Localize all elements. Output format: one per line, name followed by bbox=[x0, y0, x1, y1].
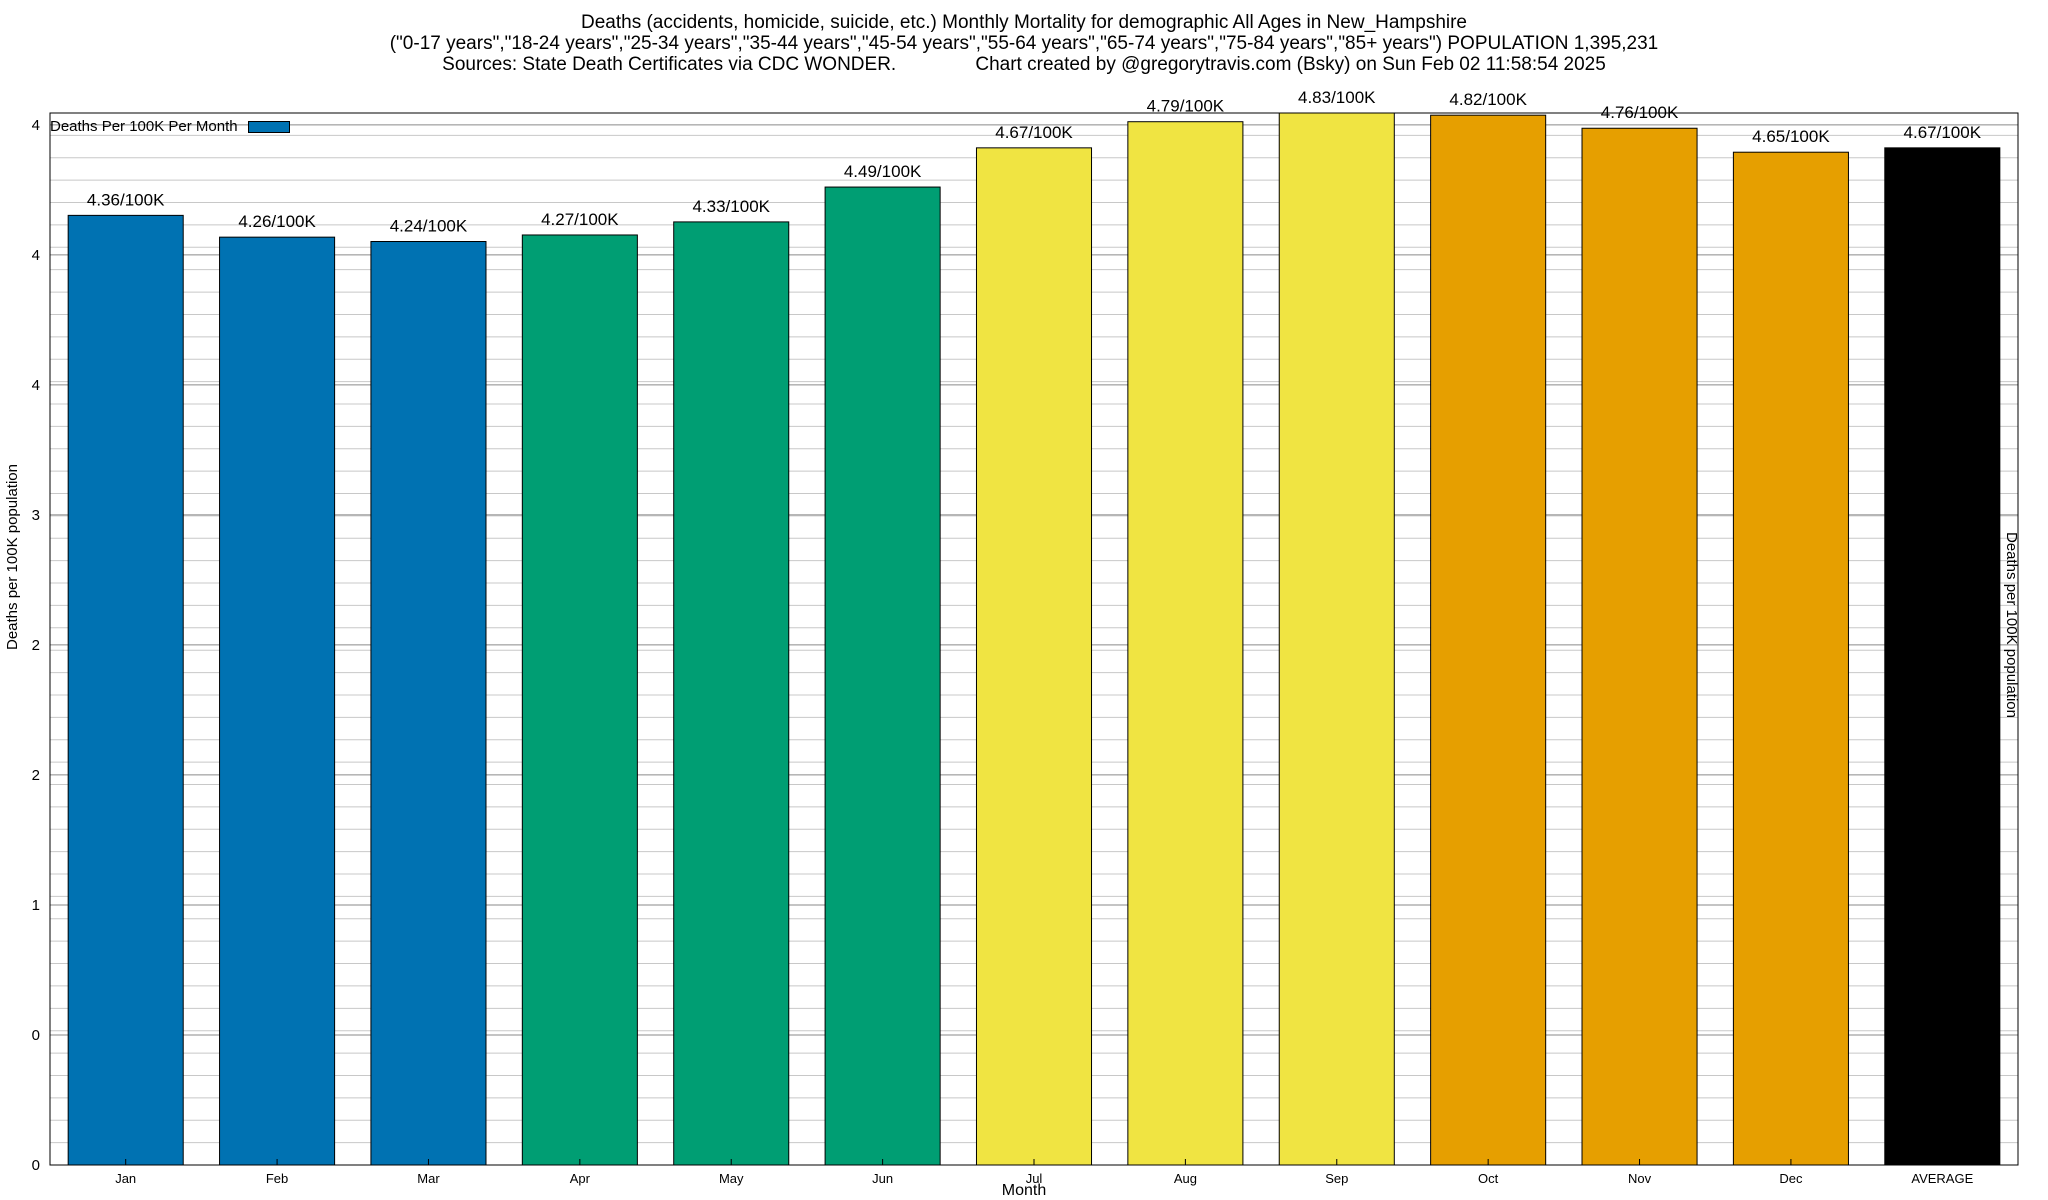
x-tick-label: Jan bbox=[115, 1171, 136, 1186]
data-label: 4.36/100K bbox=[87, 190, 165, 209]
bar-mar bbox=[370, 241, 487, 1166]
data-label: 4.82/100K bbox=[1449, 90, 1527, 109]
y-tick-label: 2 bbox=[32, 767, 40, 784]
x-tick-label: Jul bbox=[1026, 1171, 1043, 1186]
x-tick-label: Oct bbox=[1478, 1171, 1499, 1186]
bar-apr bbox=[521, 234, 638, 1166]
bar-oct bbox=[1430, 114, 1547, 1166]
x-tick-label: Sep bbox=[1325, 1171, 1348, 1186]
bar-may bbox=[673, 221, 790, 1166]
x-tick-label: May bbox=[719, 1171, 744, 1186]
data-label: 4.79/100K bbox=[1147, 97, 1225, 116]
bar-jun bbox=[824, 186, 941, 1166]
bar-dec bbox=[1732, 151, 1849, 1166]
bar-average bbox=[1884, 147, 2001, 1166]
data-label: 4.49/100K bbox=[844, 162, 922, 181]
bar-aug bbox=[1127, 121, 1244, 1166]
chart-title-block: Deaths (accidents, homicide, suicide, et… bbox=[0, 12, 2048, 75]
x-tick-label: Dec bbox=[1779, 1171, 1803, 1186]
data-label: 4.24/100K bbox=[390, 217, 468, 236]
legend-swatch bbox=[247, 120, 290, 133]
data-label: 4.67/100K bbox=[1904, 123, 1982, 142]
data-label: 4.27/100K bbox=[541, 210, 619, 229]
bar-nov bbox=[1581, 127, 1698, 1166]
data-label: 4.26/100K bbox=[238, 212, 316, 231]
y-axis-label-left: Deaths per 100K population bbox=[4, 464, 21, 650]
x-tick-label: Nov bbox=[1628, 1171, 1652, 1186]
data-label: 4.65/100K bbox=[1752, 127, 1830, 146]
x-axis-label: Month bbox=[1001, 1182, 1047, 1199]
x-tick-label: Jun bbox=[872, 1171, 893, 1186]
legend: Deaths Per 100K Per Month bbox=[50, 118, 290, 135]
y-tick-label: 4 bbox=[32, 117, 40, 134]
y-tick-label: 1 bbox=[32, 897, 40, 914]
y-tick-label: 2 bbox=[32, 637, 40, 654]
chart-title: Deaths (accidents, homicide, suicide, et… bbox=[581, 12, 1467, 33]
x-tick-label: Apr bbox=[570, 1171, 591, 1186]
bar-feb bbox=[219, 236, 336, 1166]
y-tick-label: 4 bbox=[32, 247, 40, 264]
chart-sources-credit: Sources: State Death Certificates via CD… bbox=[442, 54, 1606, 75]
y-tick-label: 0 bbox=[32, 1027, 40, 1044]
x-tick-label: Mar bbox=[417, 1171, 440, 1186]
legend-label: Deaths Per 100K Per Month bbox=[50, 118, 238, 135]
bar-sep bbox=[1278, 112, 1395, 1166]
chart-subtitle-population: ("0-17 years","18-24 years","25-34 years… bbox=[389, 33, 1659, 54]
y-tick-label: 3 bbox=[32, 507, 40, 524]
y-tick-label: 0 bbox=[32, 1157, 40, 1174]
x-tick-label: Aug bbox=[1174, 1171, 1197, 1186]
x-tick-label: Feb bbox=[266, 1171, 288, 1186]
bar-jan bbox=[67, 214, 184, 1166]
bar-jul bbox=[975, 147, 1093, 1166]
x-tick-label: AVERAGE bbox=[1911, 1171, 1973, 1186]
data-label: 4.33/100K bbox=[692, 197, 770, 216]
data-label: 4.83/100K bbox=[1298, 88, 1376, 107]
y-tick-label: 4 bbox=[32, 377, 40, 394]
data-label: 4.67/100K bbox=[995, 123, 1073, 142]
y-axis-label-right: Deaths per 100K population bbox=[2003, 532, 2020, 718]
data-label: 4.76/100K bbox=[1601, 103, 1679, 122]
